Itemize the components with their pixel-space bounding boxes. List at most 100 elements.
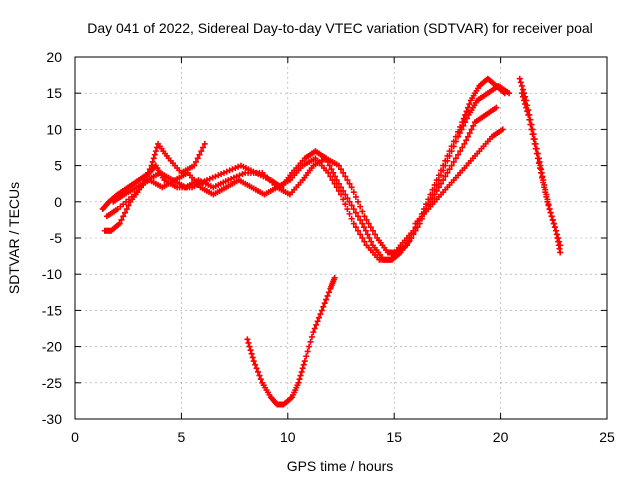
series-track-h — [244, 274, 338, 408]
data-point — [331, 274, 338, 281]
data-point — [118, 216, 125, 223]
data-point — [196, 151, 203, 158]
data-point — [325, 169, 332, 176]
data-point — [308, 333, 315, 340]
data-point — [540, 179, 547, 186]
data-point — [298, 368, 305, 375]
data-point — [192, 158, 199, 165]
data-point — [446, 166, 453, 173]
data-point — [247, 347, 254, 354]
data-point — [438, 172, 445, 179]
data-point — [460, 122, 467, 129]
data-point — [123, 206, 130, 213]
data-point — [194, 155, 201, 162]
data-point — [523, 104, 530, 111]
data-point — [344, 195, 351, 202]
data-point — [340, 169, 347, 176]
data-point — [352, 209, 359, 216]
y-tick-label: 20 — [46, 49, 62, 65]
data-point — [338, 166, 344, 173]
y-tick-label: 15 — [46, 85, 62, 101]
data-point — [325, 289, 332, 296]
data-point — [452, 155, 459, 162]
data-point — [116, 220, 123, 227]
data-point — [301, 358, 308, 365]
data-point — [556, 238, 563, 245]
x-tick-label: 15 — [386, 429, 402, 445]
x-tick-label: 20 — [493, 429, 509, 445]
data-point — [468, 126, 475, 133]
data-point — [355, 213, 362, 220]
y-tick-label: 5 — [54, 158, 62, 174]
series-track-d — [101, 140, 208, 234]
data-point — [256, 372, 263, 379]
data-point — [350, 189, 357, 196]
data-point — [531, 140, 538, 147]
data-point — [524, 108, 531, 115]
data-point — [344, 206, 351, 213]
series-track-c — [110, 104, 500, 263]
data-point — [457, 148, 464, 155]
data-point — [352, 193, 359, 200]
data-point — [359, 220, 366, 227]
data-point — [306, 343, 313, 350]
data-point — [146, 166, 153, 173]
data-point — [363, 216, 370, 223]
x-tick-label: 0 — [71, 429, 79, 445]
y-tick-label: 10 — [46, 121, 62, 137]
data-point — [257, 376, 264, 383]
data-point — [323, 296, 330, 303]
data-point — [442, 173, 449, 180]
data-point — [137, 184, 144, 191]
data-point — [122, 209, 129, 216]
data-point — [357, 231, 364, 238]
data-point — [464, 133, 471, 140]
data-point — [348, 202, 355, 209]
data-point — [459, 144, 466, 151]
data-point — [448, 148, 455, 155]
series-track-g — [518, 90, 564, 249]
data-point — [535, 160, 542, 167]
data-point — [435, 184, 442, 191]
data-point — [350, 206, 357, 213]
data-point — [532, 145, 539, 152]
data-point — [543, 193, 550, 200]
data-point — [557, 242, 564, 249]
data-point — [191, 162, 198, 169]
data-point — [255, 368, 262, 375]
data-point — [246, 343, 253, 350]
data-point — [328, 166, 335, 173]
data-point — [406, 238, 413, 245]
data-point — [516, 75, 523, 82]
data-point — [296, 376, 303, 383]
data-point — [300, 361, 307, 368]
data-point — [333, 184, 340, 191]
data-point — [321, 300, 328, 307]
data-point — [493, 104, 500, 111]
data-point — [141, 177, 148, 184]
data-point — [346, 180, 353, 187]
data-point — [304, 348, 311, 355]
data-point — [527, 121, 534, 128]
x-tick-label: 10 — [280, 429, 296, 445]
data-point — [145, 169, 152, 176]
y-tick-label: -30 — [42, 411, 62, 427]
data-point — [506, 90, 513, 97]
data-point — [357, 203, 364, 210]
data-point — [466, 130, 473, 137]
data-point — [541, 184, 548, 191]
data-point — [366, 235, 373, 241]
data-point — [295, 379, 302, 386]
data-point — [324, 292, 331, 299]
data-point — [346, 198, 353, 205]
data-point — [525, 111, 532, 118]
data-point — [125, 202, 132, 209]
data-point — [335, 187, 342, 194]
data-point — [355, 227, 362, 234]
y-axis-title: SDTVAR / TECUs — [6, 182, 22, 294]
chart-title: Day 041 of 2022, Sidereal Day-to-day VTE… — [87, 20, 593, 36]
data-point — [557, 249, 564, 256]
data-point — [446, 152, 453, 159]
data-point — [244, 336, 251, 343]
y-tick-label: -15 — [42, 302, 62, 318]
